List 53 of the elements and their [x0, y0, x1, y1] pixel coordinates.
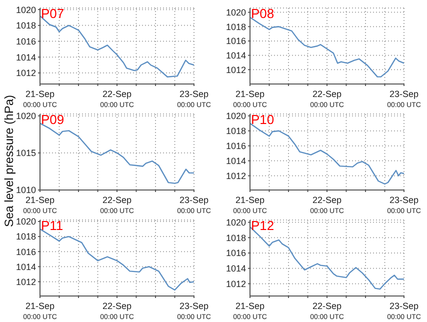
y-tick-label: 1012	[226, 278, 246, 289]
chart-title: P11	[41, 218, 64, 233]
y-tick-label: 1016	[226, 248, 246, 258]
y-tick-label: 1020	[226, 111, 246, 122]
x-tick-label: 23-Sep 00:00 UTC	[177, 195, 211, 215]
y-axis-title: Sea level pressure (hPa)	[2, 94, 16, 228]
x-tick-label: 21-Sep 00:00 UTC	[23, 301, 57, 321]
x-tick-label: 21-Sep 00:00 UTC	[233, 89, 267, 109]
chart-title: P12	[251, 218, 274, 233]
y-tick-label: 1016	[226, 36, 246, 46]
y-tick-label: 1018	[226, 126, 246, 136]
y-tick-label: 1020	[16, 216, 36, 227]
x-tick-label: 21-Sep 00:00 UTC	[233, 301, 267, 321]
chart-title: P07	[41, 6, 64, 21]
y-tick-label: 1014	[16, 52, 36, 62]
x-tick-label: 22-Sep 00:00 UTC	[100, 301, 134, 321]
chart-title: P08	[251, 6, 274, 21]
y-tick-label: 1012	[16, 276, 36, 287]
x-tick-label: 23-Sep 00:00 UTC	[177, 301, 211, 321]
y-tick-label: 1018	[16, 232, 36, 242]
x-tick-label: 21-Sep 00:00 UTC	[233, 195, 267, 215]
y-tick-label: 1012	[16, 68, 36, 78]
x-tick-label: 22-Sep 00:00 UTC	[310, 89, 344, 109]
x-tick-label: 23-Sep 00:00 UTC	[387, 89, 421, 109]
x-tick-label: 22-Sep 00:00 UTC	[310, 301, 344, 321]
y-tick-label: 1014	[226, 156, 246, 166]
y-tick-label: 1020	[226, 218, 246, 228]
y-tick-label: 1015	[16, 148, 36, 158]
y-tick-label: 1012	[226, 170, 246, 181]
y-tick-label: 1020	[226, 7, 246, 18]
x-tick-label: 23-Sep 00:00 UTC	[387, 195, 421, 215]
chart-title: P10	[251, 112, 274, 127]
y-tick-label: 1020	[16, 4, 36, 15]
x-tick-label: 21-Sep 00:00 UTC	[23, 195, 57, 215]
y-tick-label: 1018	[226, 22, 246, 32]
x-tick-label: 22-Sep 00:00 UTC	[100, 195, 134, 215]
y-tick-label: 1018	[226, 232, 246, 243]
x-tick-label: 22-Sep 00:00 UTC	[310, 195, 344, 215]
y-tick-label: 1018	[16, 20, 36, 31]
chart-title: P09	[41, 112, 64, 127]
y-tick-label: 1020	[16, 111, 36, 122]
x-tick-label: 21-Sep 00:00 UTC	[23, 89, 57, 109]
y-tick-label: 1016	[226, 141, 246, 152]
y-tick-label: 1014	[226, 50, 246, 61]
y-tick-label: 1014	[16, 262, 36, 272]
x-tick-label: 23-Sep 00:00 UTC	[177, 89, 211, 109]
y-tick-label: 1012	[226, 64, 246, 75]
y-tick-label: 1014	[226, 264, 246, 274]
y-tick-label: 1010	[16, 185, 36, 196]
y-tick-label: 1016	[16, 246, 36, 257]
y-tick-label: 1016	[16, 36, 36, 46]
x-tick-label: 23-Sep 00:00 UTC	[387, 301, 421, 321]
x-tick-label: 22-Sep 00:00 UTC	[100, 89, 134, 109]
